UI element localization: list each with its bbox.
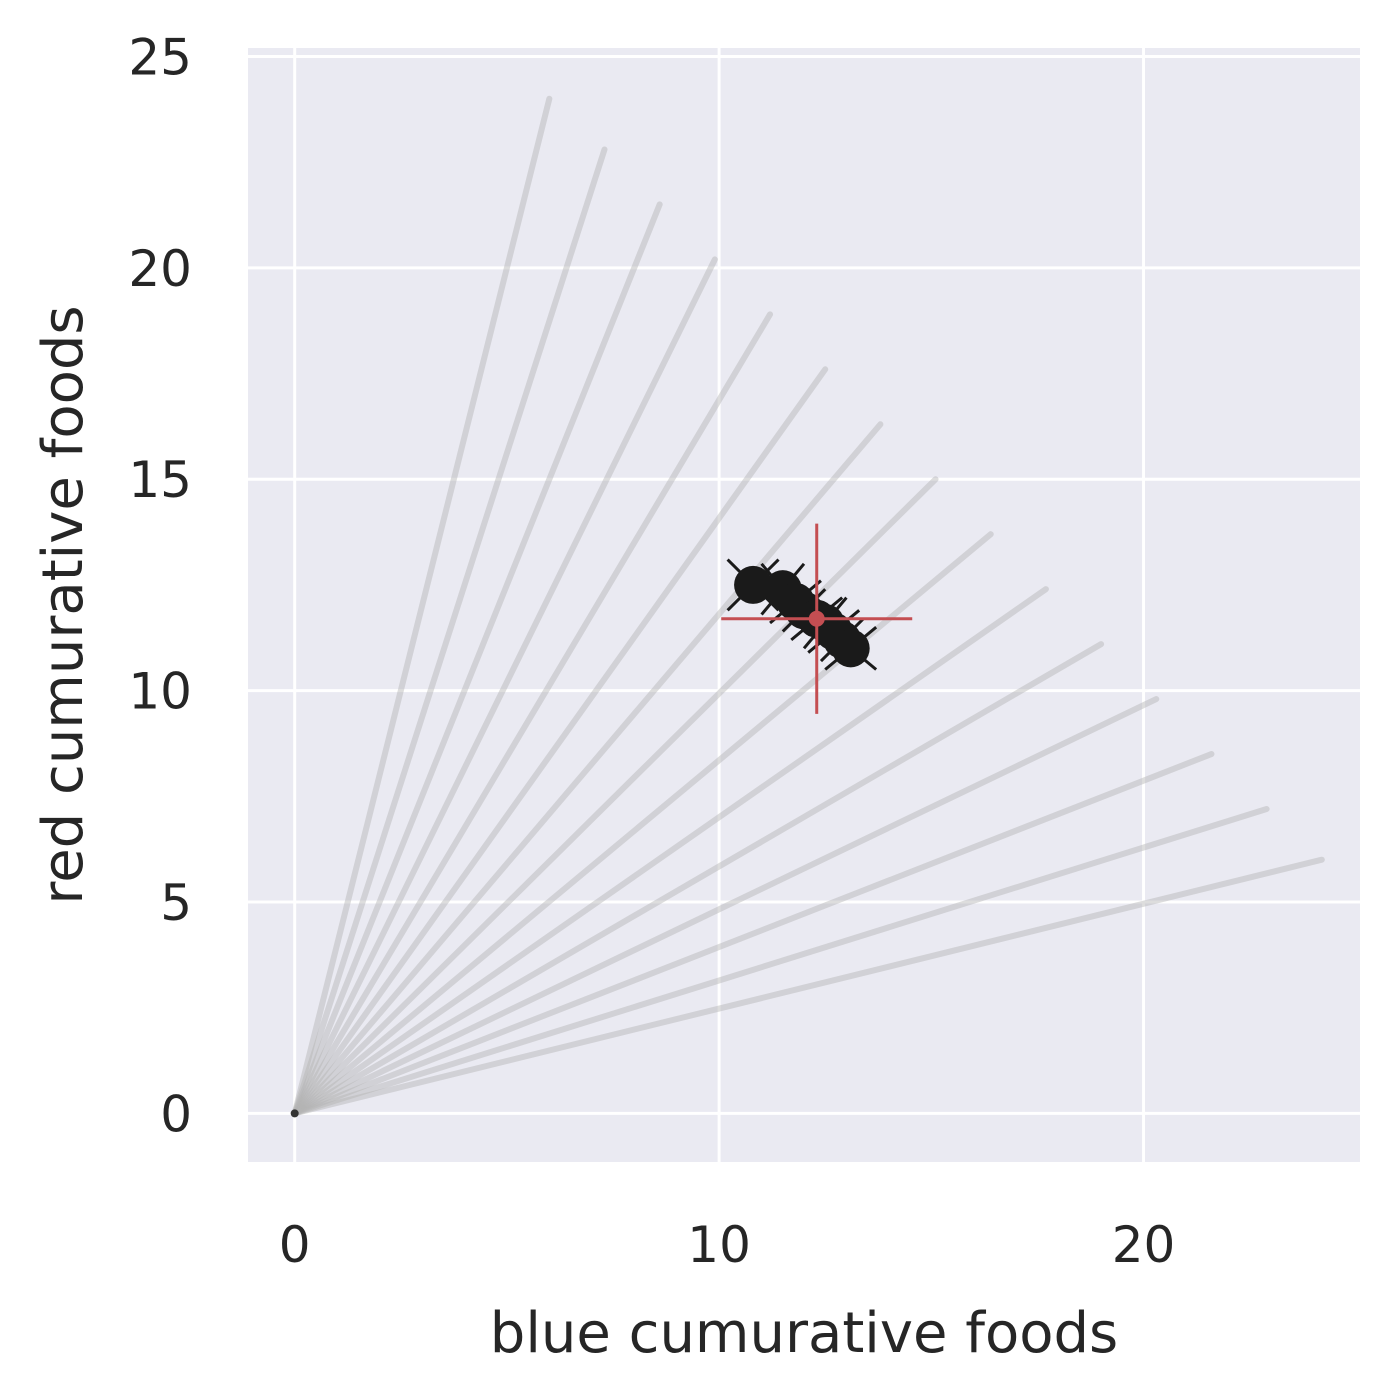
x-tick-labels: 0 10 20 [279,1216,1176,1274]
y-tick-label: 15 [128,451,192,509]
y-tick-label: 0 [160,1085,192,1143]
trajectory-line [291,805,1270,1117]
endpoint-point [831,629,870,668]
y-axis-label: red cumurative foods [31,305,96,904]
trajectory-line [291,476,939,1117]
trajectory-line [291,586,1049,1117]
trajectory-line [291,366,829,1117]
trajectory-line [291,311,774,1117]
y-tick-label: 25 [128,28,192,86]
trajectory-line [291,856,1325,1117]
grid [248,48,1360,1162]
endpoint-point [734,565,773,604]
y-tick-label: 10 [128,663,192,721]
y-tick-label: 20 [128,240,192,298]
x-tick-label: 10 [687,1216,751,1274]
trajectory-line [291,421,884,1117]
origin-point [290,1109,299,1118]
trajectory-line [291,696,1160,1117]
trajectory-line [291,751,1215,1117]
trajectory-line [291,95,553,1117]
x-tick-label: 20 [1112,1216,1176,1274]
x-axis-label: blue cumurative foods [490,1301,1118,1366]
y-tick-labels: 0 5 10 15 20 25 [128,28,192,1143]
trajectory-line [291,146,608,1117]
y-tick-label: 5 [160,874,192,932]
trajectory-line [291,201,663,1117]
mean-point [808,610,825,627]
trajectory-line [291,256,718,1117]
trajectory-lines [290,95,1325,1118]
x-tick-label: 0 [279,1216,311,1274]
trajectory-line [291,531,994,1117]
trajectory-line [291,641,1105,1117]
mean-marker [721,523,913,714]
